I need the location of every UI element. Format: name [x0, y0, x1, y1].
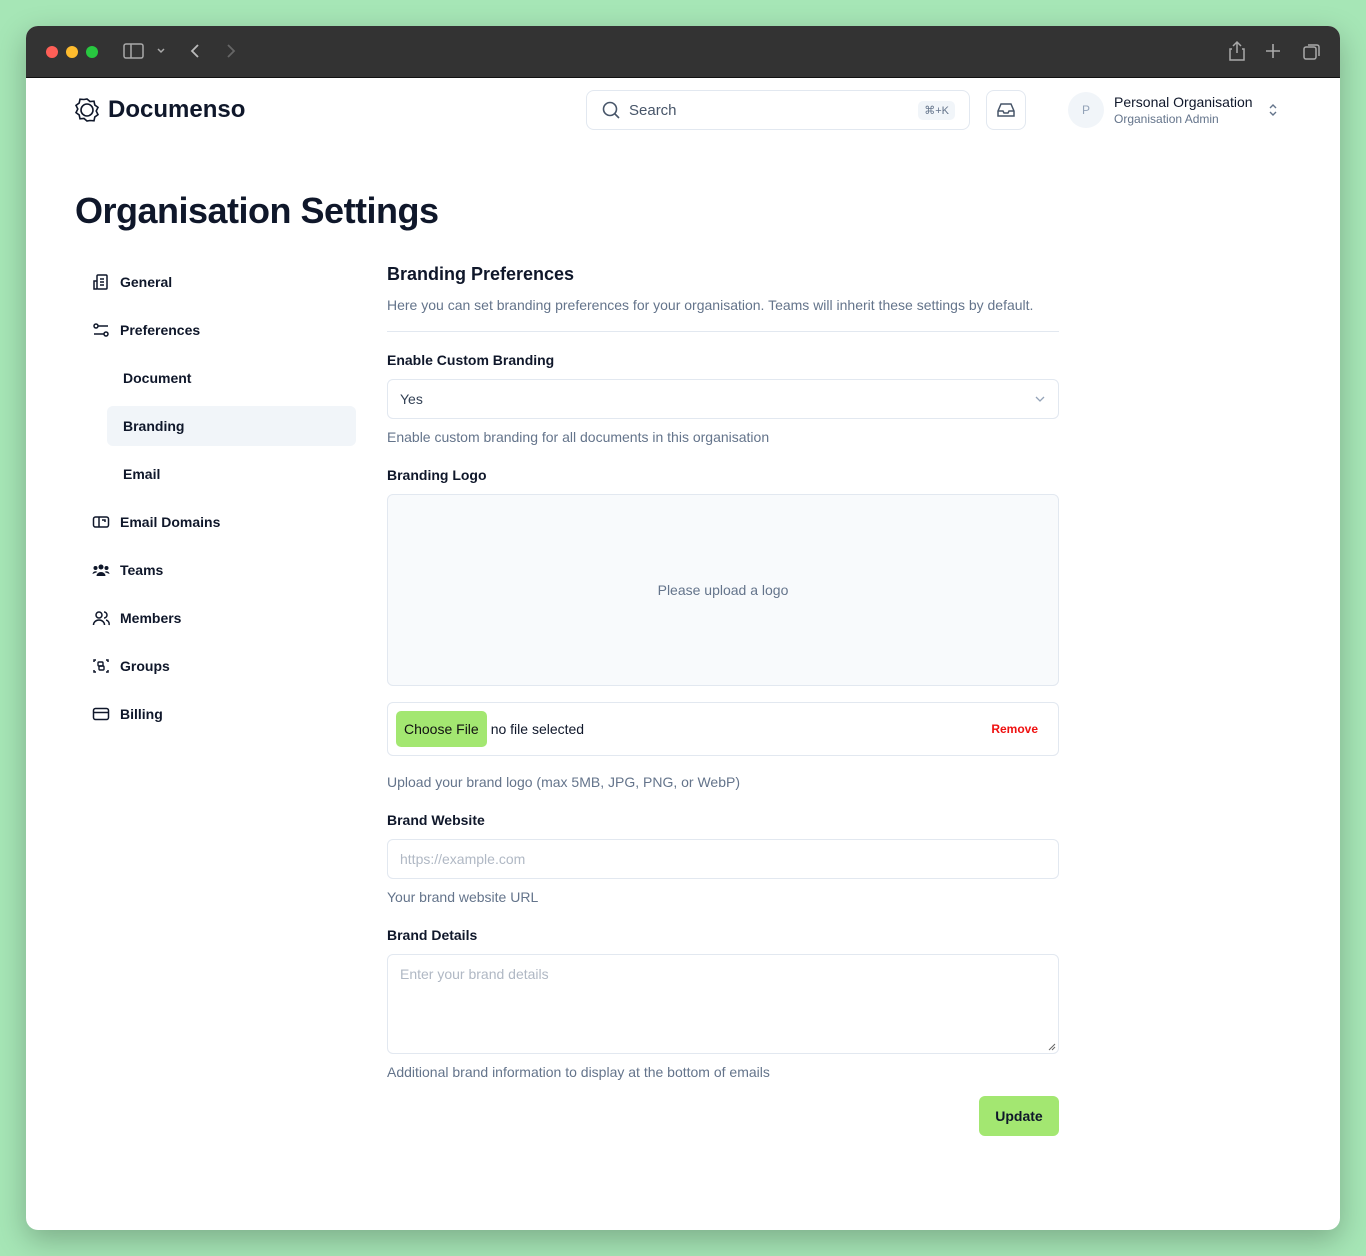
sidebar-item-members[interactable]: Members [82, 598, 356, 638]
brand-website-input[interactable]: https://example.com [387, 839, 1059, 879]
browser-window: Documenso Search ⌘+K P Personal Organisa… [26, 26, 1340, 1230]
app-name: Documenso [108, 96, 246, 123]
sidebar-item-email-domains[interactable]: Email Domains [82, 502, 356, 542]
search-placeholder: Search [629, 101, 677, 119]
details-help: Additional brand information to display … [387, 1064, 770, 1080]
group-icon [93, 659, 109, 673]
back-icon[interactable] [188, 42, 202, 60]
logo[interactable]: Documenso [74, 96, 245, 124]
avatar: P [1068, 92, 1104, 128]
organisation-role: Organisation Admin [1114, 112, 1219, 126]
chevron-down-icon[interactable] [156, 46, 166, 56]
sidebar-item-label: Billing [120, 706, 163, 722]
minimize-window-button[interactable] [66, 46, 78, 58]
sidebar-item-label: Branding [123, 418, 185, 434]
chevron-down-icon [1035, 396, 1045, 402]
organisation-name: Personal Organisation [1114, 94, 1253, 110]
close-window-button[interactable] [46, 46, 58, 58]
sidebar-item-preferences[interactable]: Preferences [82, 310, 356, 350]
title-bar [26, 26, 1340, 78]
details-label: Brand Details [387, 927, 478, 943]
logo-preview: Please upload a logo [387, 494, 1059, 686]
members-icon [92, 611, 110, 626]
sidebar-item-label: Email Domains [120, 514, 221, 530]
maximize-window-button[interactable] [86, 46, 98, 58]
new-tab-icon[interactable] [1264, 42, 1282, 60]
sidebar-item-label: Document [123, 370, 192, 386]
search-input[interactable]: Search ⌘+K [586, 90, 970, 130]
branding-form: Branding Preferences Here you can set br… [387, 262, 1059, 1136]
page-title: Organisation Settings [75, 190, 439, 231]
update-button[interactable]: Update [979, 1096, 1059, 1136]
details-placeholder: Enter your brand details [400, 966, 549, 982]
documenso-logo-icon [74, 98, 100, 122]
organisation-switcher[interactable]: P Personal Organisation Organisation Adm… [1068, 92, 1279, 128]
enable-branding-select[interactable]: Yes [387, 379, 1059, 419]
resize-handle-icon[interactable] [1048, 1043, 1056, 1051]
section-description: Here you can set branding preferences fo… [387, 297, 1034, 313]
inbox-button[interactable] [986, 90, 1026, 130]
section-title: Branding Preferences [387, 264, 575, 284]
sidebar-item-general[interactable]: General [82, 262, 356, 302]
tab-overview-icon[interactable] [1302, 42, 1322, 62]
sidebar-item-label: Groups [120, 658, 170, 674]
share-icon[interactable] [1228, 40, 1246, 62]
logo-file-input[interactable]: Choose File no file selected Remove [387, 702, 1059, 756]
choose-file-button[interactable]: Choose File [396, 711, 487, 747]
inbox-icon [997, 103, 1015, 117]
remove-logo-button[interactable]: Remove [991, 722, 1038, 736]
website-placeholder: https://example.com [400, 851, 526, 867]
users-icon [92, 564, 110, 576]
settings-sidebar: General Preferences Document Branding Em… [82, 262, 356, 742]
enable-branding-label: Enable Custom Branding [387, 352, 555, 368]
credit-card-icon [92, 707, 110, 721]
sidebar-toggle-icon[interactable] [123, 42, 145, 60]
sidebar-item-branding[interactable]: Branding [107, 406, 356, 446]
brand-details-textarea[interactable]: Enter your brand details [387, 954, 1059, 1054]
mailbox-icon [92, 516, 110, 528]
sliders-icon [93, 323, 109, 337]
sidebar-item-label: General [120, 274, 173, 290]
sidebar-item-groups[interactable]: Groups [82, 646, 356, 686]
search-icon [602, 101, 620, 119]
website-help: Your brand website URL [387, 889, 539, 905]
sidebar-item-teams[interactable]: Teams [82, 550, 356, 590]
sidebar-item-label: Teams [120, 562, 164, 578]
select-value: Yes [400, 391, 423, 407]
divider [387, 331, 1059, 332]
sidebar-item-email[interactable]: Email [107, 454, 356, 494]
website-label: Brand Website [387, 812, 485, 828]
logo-label: Branding Logo [387, 467, 487, 483]
enable-branding-help: Enable custom branding for all documents… [387, 429, 770, 445]
search-shortcut: ⌘+K [918, 100, 955, 120]
sidebar-item-label: Members [120, 610, 182, 626]
chevrons-up-down-icon [1269, 104, 1277, 116]
file-status: no file selected [490, 721, 585, 737]
building-icon [93, 274, 108, 290]
logo-help: Upload your brand logo (max 5MB, JPG, PN… [387, 774, 740, 790]
sidebar-item-label: Preferences [120, 322, 201, 338]
sidebar-item-label: Email [123, 466, 161, 482]
sidebar-item-document[interactable]: Document [107, 358, 356, 398]
sidebar-item-billing[interactable]: Billing [82, 694, 356, 734]
forward-icon[interactable] [224, 42, 238, 60]
app-header: Documenso Search ⌘+K P Personal Organisa… [26, 78, 1340, 142]
logo-placeholder: Please upload a logo [657, 582, 789, 598]
